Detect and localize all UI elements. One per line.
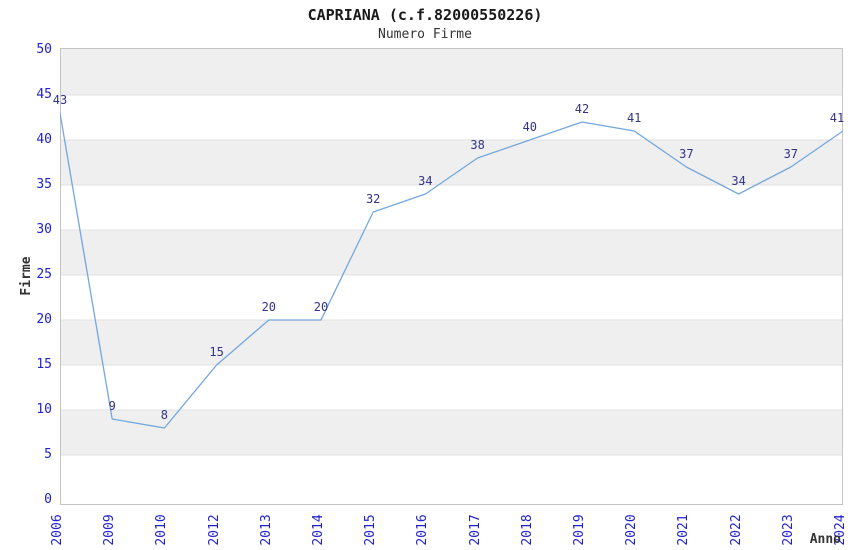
x-tick-label: 2006 [50, 514, 65, 546]
data-point-label: 32 [365, 192, 381, 206]
y-tick-label: 30 [36, 222, 52, 237]
plot-border [60, 48, 843, 505]
y-tick-label: 10 [36, 402, 52, 417]
x-axis-label: Anno [809, 532, 841, 547]
grid-band [60, 48, 843, 95]
x-tick-label: 2021 [676, 514, 692, 546]
x-tick-label: 2013 [258, 514, 274, 546]
data-point-label: 8 [160, 408, 168, 422]
y-tick-label: 45 [36, 87, 52, 102]
y-tick-label: 5 [44, 447, 52, 462]
data-point-label: 41 [626, 111, 642, 125]
y-tick-label: 0 [44, 492, 52, 507]
chart-subtitle: Numero Firme [378, 27, 472, 42]
x-tick-label: 2014 [311, 514, 326, 546]
data-point-label: 43 [52, 93, 68, 107]
chart-title: CAPRIANA (c.f.82000550226) [307, 6, 543, 24]
grid-band [60, 410, 843, 455]
x-tick-label: 2012 [206, 514, 222, 546]
data-point-label: 20 [261, 300, 277, 314]
x-tick-label: 2020 [624, 514, 640, 546]
data-point-label: 42 [574, 102, 590, 116]
y-tick-label: 25 [36, 267, 52, 282]
data-point-label: 20 [313, 300, 329, 314]
y-tick-label: 15 [36, 357, 52, 372]
x-tick-label: 2022 [728, 514, 744, 546]
grid-band [60, 230, 843, 275]
data-point-label: 15 [209, 345, 224, 359]
data-point-label: 9 [108, 399, 116, 413]
data-point-label: 34 [731, 174, 746, 188]
x-tick-label: 2018 [519, 514, 535, 546]
x-tick-label: 2015 [363, 514, 379, 546]
x-tick-label: 2017 [467, 514, 483, 546]
data-point-label: 41 [829, 111, 845, 125]
y-axis-label: Firme [19, 256, 34, 296]
grid-band [60, 140, 843, 185]
grid-band [60, 320, 843, 365]
data-point-label: 37 [679, 147, 694, 161]
plot-area [60, 48, 843, 505]
x-tick-label: 2019 [572, 514, 587, 546]
x-tick-label: 2009 [102, 514, 118, 546]
x-tick-label: 2023 [780, 514, 796, 546]
data-point-label: 34 [418, 174, 433, 188]
data-line [60, 112, 843, 429]
x-tick-label: 2016 [415, 514, 431, 546]
x-tick-label: 2010 [154, 514, 170, 546]
data-point-label: 38 [470, 138, 485, 152]
y-tick-label: 35 [36, 177, 52, 192]
data-point-label: 40 [522, 120, 538, 134]
y-tick-label: 40 [36, 132, 52, 147]
y-tick-label: 50 [36, 42, 52, 57]
y-tick-label: 20 [36, 312, 52, 327]
data-point-label: 37 [783, 147, 799, 161]
